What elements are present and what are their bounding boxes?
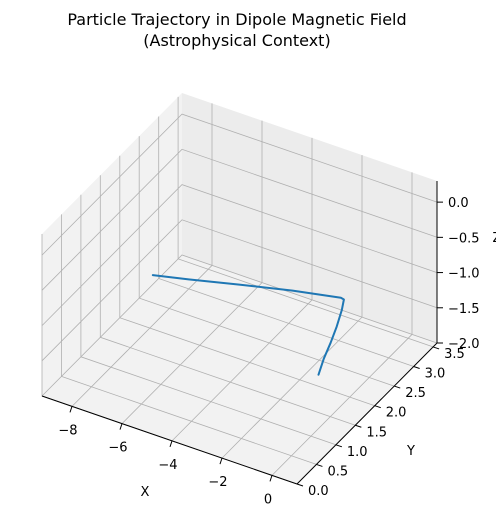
y-tick-mark bbox=[394, 385, 401, 389]
y-tick-label: 3.0 bbox=[425, 367, 446, 382]
z-tick-label: −0.5 bbox=[448, 231, 480, 246]
x-tick-label: 0 bbox=[264, 492, 272, 507]
chart-title-line: Particle Trajectory in Dipole Magnetic F… bbox=[67, 10, 406, 29]
z-tick-label: −2.0 bbox=[448, 337, 480, 352]
trajectory-line bbox=[151, 274, 345, 376]
x-tick-mark bbox=[69, 406, 73, 413]
axes-panes bbox=[42, 93, 437, 484]
z-axis-label: Z bbox=[493, 231, 496, 246]
z-tick-label: −1.0 bbox=[448, 267, 480, 282]
z-gridline bbox=[41, 254, 438, 397]
chart-title: Particle Trajectory in Dipole Magnetic F… bbox=[67, 10, 406, 50]
y-tick-mark bbox=[374, 405, 381, 409]
z-gridline bbox=[41, 219, 438, 362]
x-tick-mark bbox=[119, 423, 123, 430]
y-tick-label: 1.5 bbox=[366, 425, 387, 440]
x-tick-label: −4 bbox=[158, 458, 177, 473]
y-tick-mark bbox=[432, 346, 440, 350]
x-tick-mark bbox=[219, 457, 223, 465]
x-tick-label: −2 bbox=[208, 475, 227, 490]
tick-labels: −8 −6 −4 −2 0 0.0 0.5 1.0 1.5 2.0 2.5 3.0 3.5−2.0 −1.… bbox=[58, 196, 479, 507]
y-tick-mark bbox=[296, 483, 304, 487]
y-tick-mark bbox=[316, 463, 323, 467]
y-tick-mark bbox=[335, 444, 343, 448]
y-tick-mark bbox=[413, 366, 420, 369]
z-tick-label: 0.0 bbox=[448, 196, 469, 211]
y-tick-mark bbox=[355, 424, 362, 428]
z-tick-label: −1.5 bbox=[448, 302, 480, 317]
y-tick-label: 2.0 bbox=[386, 406, 407, 421]
floor-pane bbox=[42, 255, 437, 484]
back-pane bbox=[182, 93, 437, 343]
y-tick-label: 0.0 bbox=[308, 484, 329, 499]
x-tick-mark bbox=[269, 475, 273, 482]
grid-lines bbox=[41, 96, 438, 485]
x-axis-line bbox=[41, 395, 298, 485]
z-gridline bbox=[41, 184, 438, 326]
x-tick-label: −6 bbox=[108, 441, 127, 456]
x-tick-mark bbox=[169, 440, 173, 448]
series-layer bbox=[151, 274, 345, 376]
x-tick-label: −8 bbox=[58, 423, 77, 438]
y-axis-label: Y bbox=[406, 444, 415, 459]
y-tick-label: 1.0 bbox=[347, 445, 368, 460]
z-gridline bbox=[41, 148, 438, 291]
axis-labels: X Y Z bbox=[141, 231, 496, 500]
x-axis-label: X bbox=[141, 485, 150, 500]
y-tick-label: 3.5 bbox=[444, 347, 465, 362]
z-gridline bbox=[41, 113, 438, 256]
y-tick-label: 2.5 bbox=[405, 386, 426, 401]
left-pane bbox=[42, 93, 182, 396]
y-tick-label: 0.5 bbox=[327, 464, 348, 479]
chart-subtitle-line: (Astrophysical Context) bbox=[143, 31, 330, 50]
